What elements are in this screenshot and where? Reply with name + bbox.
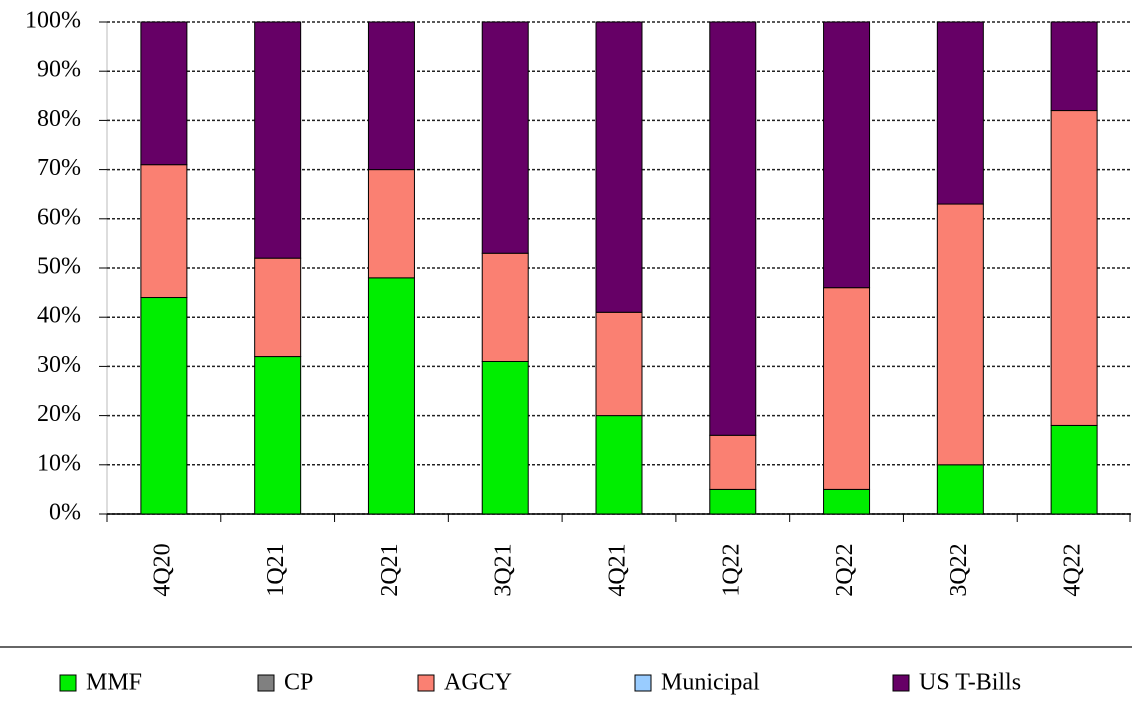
x-tick-label: 3Q21	[491, 543, 517, 596]
bar-segment	[823, 21, 871, 289]
bar-segment	[481, 21, 529, 254]
bar-segment	[254, 21, 302, 259]
legend-label: AGCY	[444, 670, 512, 696]
bar-segment	[481, 252, 529, 362]
legend-swatch	[59, 674, 77, 692]
legend-swatch	[892, 674, 910, 692]
bar-segment	[1050, 110, 1098, 426]
bar-segment	[1050, 424, 1098, 515]
bar-segment	[936, 21, 984, 205]
bar-segment	[140, 21, 188, 166]
y-tick-label: 30%	[37, 352, 81, 378]
legend-label: US T-Bills	[919, 670, 1021, 696]
bar-segment	[709, 488, 757, 515]
bar-segment	[936, 464, 984, 515]
bar-segment	[254, 257, 302, 358]
bar-segment	[367, 21, 415, 171]
y-tick-label: 80%	[37, 106, 81, 132]
y-tick-label: 40%	[37, 303, 81, 329]
x-tick-label: 4Q21	[605, 543, 631, 596]
x-tick-label: 2Q22	[832, 543, 858, 596]
y-tick-label: 10%	[37, 450, 81, 476]
bar-segment	[481, 360, 529, 515]
bar-segment	[823, 488, 871, 515]
bar-segment	[254, 356, 302, 515]
x-tick-label: 3Q22	[946, 543, 972, 596]
y-tick-label: 90%	[37, 57, 81, 83]
y-tick-label: 50%	[37, 254, 81, 280]
bar-segment	[823, 287, 871, 490]
bar-segment	[709, 21, 757, 436]
x-tick-label: 4Q20	[149, 543, 175, 596]
legend-swatch	[257, 674, 275, 692]
x-tick-label: 4Q22	[1060, 543, 1086, 596]
bar-segment	[140, 297, 188, 515]
y-tick-label: 70%	[37, 155, 81, 181]
bar-segment	[595, 311, 643, 417]
bar-segment	[595, 415, 643, 515]
x-tick-label: 2Q21	[377, 543, 403, 596]
bar-segment	[1050, 21, 1098, 112]
x-tick-label: 1Q21	[263, 543, 289, 596]
legend-label: Municipal	[661, 670, 760, 696]
legend-swatch	[417, 674, 435, 692]
legend-label: CP	[284, 670, 313, 696]
bar-segment	[936, 203, 984, 466]
y-tick-label: 0%	[49, 500, 81, 526]
x-tick-label: 1Q22	[718, 543, 744, 596]
y-tick-label: 100%	[25, 8, 81, 34]
legend-swatch	[634, 674, 652, 692]
bar-segment	[595, 21, 643, 313]
bar-segment	[709, 434, 757, 490]
y-tick-label: 60%	[37, 204, 81, 230]
bar-segment	[367, 277, 415, 515]
bar-segment	[367, 169, 415, 279]
legend-label: MMF	[86, 670, 142, 696]
y-tick-label: 20%	[37, 401, 81, 427]
bar-segment	[140, 164, 188, 299]
